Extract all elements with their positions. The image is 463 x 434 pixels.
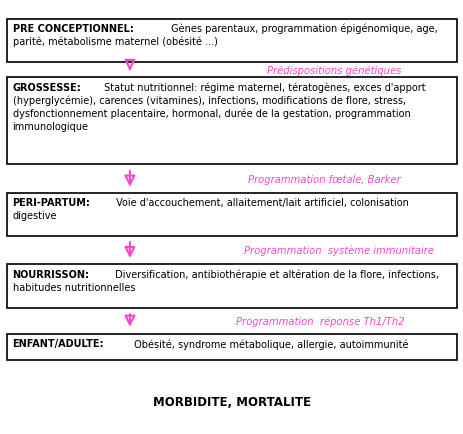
Text: ENFANT/ADULTE:: ENFANT/ADULTE: xyxy=(13,339,104,349)
Text: immunologique: immunologique xyxy=(13,122,88,132)
Text: (hyperglycémie), carences (vitamines), infections, modifications de flore, stres: (hyperglycémie), carences (vitamines), i… xyxy=(13,95,405,106)
Text: Voie d'accouchement, allaitement/lait artificiel, colonisation: Voie d'accouchement, allaitement/lait ar… xyxy=(113,197,408,207)
Text: GROSSESSE:: GROSSESSE: xyxy=(13,82,81,92)
Text: Programmation fœtale, Barker: Programmation fœtale, Barker xyxy=(248,174,400,184)
Text: parité, métabolisme maternel (obésité ...): parité, métabolisme maternel (obésité ..… xyxy=(13,37,217,47)
Text: Gènes parentaux, programmation épigénomique, age,: Gènes parentaux, programmation épigénomi… xyxy=(168,24,437,34)
Text: Obésité, syndrome métabolique, allergie, autoimmunité: Obésité, syndrome métabolique, allergie,… xyxy=(130,339,407,349)
Text: PERI-PARTUM:: PERI-PARTUM: xyxy=(13,197,90,207)
Bar xyxy=(7,334,456,360)
Text: PRE CONCEPTIONNEL:: PRE CONCEPTIONNEL: xyxy=(13,24,133,34)
Text: habitudes nutritionnelles: habitudes nutritionnelles xyxy=(13,282,135,292)
Text: MORBIDITE, MORTALITE: MORBIDITE, MORTALITE xyxy=(153,395,310,408)
Text: Prédispositions génétiques: Prédispositions génétiques xyxy=(266,65,400,76)
Bar xyxy=(7,20,456,63)
Bar xyxy=(7,78,456,165)
Bar xyxy=(7,265,456,308)
Text: Statut nutritionnel: régime maternel, tératogènes, exces d'apport: Statut nutritionnel: régime maternel, té… xyxy=(101,82,425,93)
Text: Diversification, antibiothérapie et altération de la flore, infections,: Diversification, antibiothérapie et alté… xyxy=(112,269,438,279)
Bar xyxy=(7,193,456,237)
Text: digestive: digestive xyxy=(13,210,57,220)
Text: NOURRISSON:: NOURRISSON: xyxy=(13,269,89,279)
Text: Programmation  système immunitaire: Programmation système immunitaire xyxy=(243,245,433,256)
Text: Programmation  réponse Th1/Th2: Programmation réponse Th1/Th2 xyxy=(235,316,404,326)
Text: dysfonctionnement placentaire, hormonal, durée de la gestation, programmation: dysfonctionnement placentaire, hormonal,… xyxy=(13,108,409,119)
